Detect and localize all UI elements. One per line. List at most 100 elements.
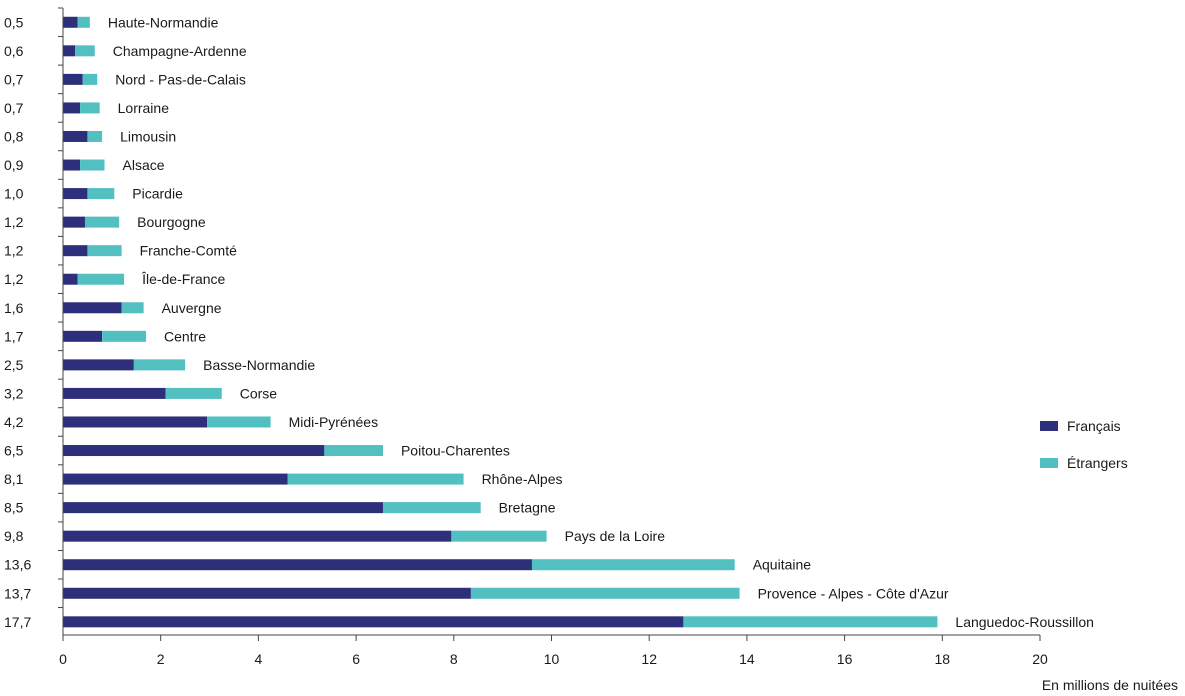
plot-area: Haute-Normandie 0,5 Champagne-Ardenne 0,6 No… [4,7,1094,630]
x-axis-label: En millions de nuitées [1042,677,1178,693]
category-label: Nord - Pas-de-Calais [115,71,246,87]
bar-row-pays-de-la-loire: Pays de la Loire 9,8 [4,521,666,544]
bar-etrangers-bourgogne [84,216,120,228]
x-tick-label: 2 [157,651,165,667]
total-label: 13,6 [4,557,31,573]
total-label: 1,7 [4,328,24,344]
bar-etrangers-champagne-ardenne [75,45,95,57]
bar-francais-poitou-charentes [63,445,325,457]
bar-row-ile-de-france: Île-de-France 1,2 [4,264,226,287]
bar-francais-bourgogne [63,216,85,228]
category-label: Limousin [120,128,176,144]
total-label: 2,5 [4,357,24,373]
total-label: 9,8 [4,528,24,544]
category-label: Provence - Alpes - Côte d'Azur [758,585,949,601]
bar-row-lorraine: Lorraine 0,7 [4,93,169,116]
category-label: Île-de-France [141,271,225,287]
bar-etrangers-auvergne [121,302,144,314]
bar-row-picardie: Picardie 1,0 [4,178,183,202]
bar-etrangers-aquitaine [531,559,735,571]
bar-etrangers-bretagne [382,502,481,514]
bar-etrangers-provence-alpes-cote-d-azur [470,587,740,599]
x-tick-label: 14 [739,651,755,667]
legend: Français Étrangers [1040,418,1128,471]
bar-row-nord-pas-de-calais: Nord - Pas-de-Calais 0,7 [4,64,246,87]
bar-etrangers-languedoc-roussillon [683,616,938,628]
bar-row-alsace: Alsace 0,9 [4,150,165,173]
bar-etrangers-midi-pyrenees [207,416,271,428]
x-tick-label: 12 [641,651,657,667]
category-label: Midi-Pyrénées [289,414,378,430]
total-label: 1,6 [4,300,24,316]
bar-etrangers-rhone-alpes [287,473,464,485]
total-label: 6,5 [4,443,24,459]
bar-etrangers-nord-pas-de-calais [82,73,98,85]
total-label: 0,9 [4,157,24,173]
bar-row-limousin: Limousin 0,8 [4,121,176,144]
bar-etrangers-alsace [80,159,105,171]
category-label: Rhône-Alpes [482,471,563,487]
bar-row-aquitaine: Aquitaine 13,6 [4,549,811,573]
category-label: Pays de la Loire [565,528,666,544]
bar-row-rhone-alpes: Rhône-Alpes 8,1 [4,464,563,487]
bar-row-bretagne: Bretagne 8,5 [4,492,556,516]
legend-label-francais: Français [1067,418,1121,434]
bar-etrangers-corse [165,387,222,399]
total-label: 0,6 [4,43,24,59]
bar-etrangers-limousin [87,130,103,142]
category-label: Corse [240,385,278,401]
bar-row-champagne-ardenne: Champagne-Ardenne 0,6 [4,36,247,59]
x-tick-label: 8 [450,651,458,667]
bar-row-midi-pyrenees: Midi-Pyrénées 4,2 [4,407,378,430]
bar-row-poitou-charentes: Poitou-Charentes 6,5 [4,435,510,459]
bar-row-bourgogne: Bourgogne 1,2 [4,207,206,230]
bar-etrangers-lorraine [80,102,100,114]
category-label: Alsace [123,157,165,173]
total-label: 13,7 [4,585,31,601]
bar-row-centre: Centre 1,7 [4,321,206,344]
category-label: Bourgogne [137,214,206,230]
bar-row-franche-comte: Franche-Comté 1,2 [4,235,237,259]
category-label: Auvergne [162,300,222,316]
bar-row-provence-alpes-cote-d-azur: Provence - Alpes - Côte d'Azur 13,7 [4,578,949,601]
total-label: 4,2 [4,414,24,430]
category-label: Haute-Normandie [108,14,219,30]
bar-francais-haute-normandie [63,16,78,28]
total-label: 8,1 [4,471,24,487]
bar-etrangers-pays-de-la-loire [451,530,547,542]
total-label: 17,7 [4,614,31,630]
legend-label-etrangers: Étrangers [1067,455,1128,471]
bar-etrangers-poitou-charentes [324,445,383,457]
category-label: Centre [164,328,206,344]
bar-etrangers-basse-normandie [133,359,186,371]
total-label: 1,2 [4,243,24,259]
bar-francais-bretagne [63,502,383,514]
bar-francais-centre [63,330,103,342]
bar-etrangers-franche-comte [87,245,122,257]
bar-francais-picardie [63,188,88,200]
bar-etrangers-haute-normandie [77,16,90,28]
bar-francais-languedoc-roussillon [63,616,684,628]
category-label: Basse-Normandie [203,357,315,373]
total-label: 8,5 [4,500,24,516]
total-label: 0,8 [4,128,24,144]
legend-swatch-etrangers [1040,458,1058,468]
bar-francais-champagne-ardenne [63,45,76,57]
bar-row-auvergne: Auvergne 1,6 [4,293,222,316]
bar-francais-lorraine [63,102,81,114]
x-tick-label: 18 [935,651,951,667]
total-label: 0,7 [4,100,24,116]
total-label: 0,7 [4,71,24,87]
bar-francais-pays-de-la-loire [63,530,452,542]
bar-row-haute-normandie: Haute-Normandie 0,5 [4,7,219,30]
bar-francais-ile-de-france [63,273,78,285]
bar-francais-nord-pas-de-calais [63,73,83,85]
bar-row-corse: Corse 3,2 [4,378,278,401]
legend-swatch-francais [1040,421,1058,431]
category-label: Poitou-Charentes [401,443,510,459]
category-label: Champagne-Ardenne [113,43,247,59]
bar-francais-midi-pyrenees [63,416,208,428]
category-label: Languedoc-Roussillon [955,614,1094,630]
bar-francais-corse [63,387,166,399]
